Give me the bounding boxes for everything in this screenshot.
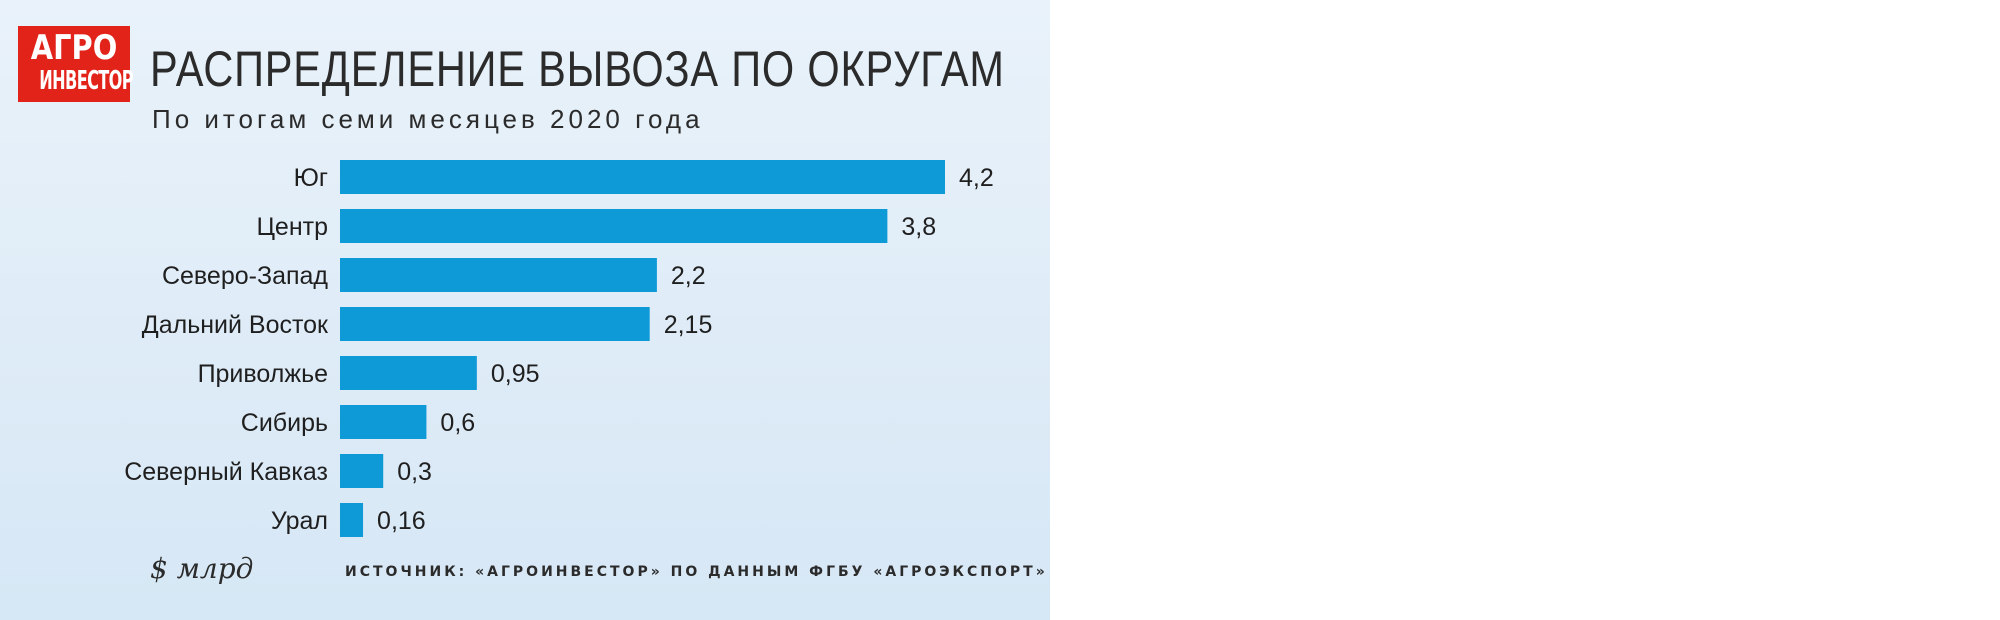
value-label: 0,95: [491, 360, 540, 388]
bar: [340, 356, 477, 390]
bar: [340, 405, 427, 439]
category-label: Дальний Восток: [142, 311, 329, 339]
bar: [340, 209, 888, 243]
value-label: 3,8: [901, 213, 936, 241]
category-label: Северо-Запад: [162, 262, 328, 290]
chart-title: РАСПРЕДЕЛЕНИЕ ВЫВОЗА ПО ОКРУГАМ: [150, 41, 1005, 97]
value-label: 2,15: [664, 311, 713, 339]
chart-panel: АГРО ИНВЕСТОР РАСПРЕДЕЛЕНИЕ ВЫВОЗА ПО ОК…: [0, 0, 1050, 620]
bar-chart: Юг 4,2 Центр 3,8 Северо-Запад 2,2 Дальний Вост…: [124, 160, 994, 537]
logo-line-1: АГРО: [30, 28, 118, 68]
category-label: Приволжье: [198, 360, 328, 388]
category-label: Урал: [271, 507, 328, 535]
bar: [340, 160, 945, 194]
bar: [340, 454, 384, 488]
value-label: 0,3: [397, 458, 432, 486]
value-label: 2,2: [671, 262, 706, 290]
logo-line-2: ИНВЕСТОР: [39, 66, 133, 96]
bar: [340, 258, 657, 292]
category-label: Северный Кавказ: [124, 458, 328, 486]
value-label: 0,6: [440, 409, 475, 437]
value-label: 0,16: [377, 507, 426, 535]
bar: [340, 307, 650, 341]
value-label: 4,2: [959, 164, 994, 192]
bar: [340, 503, 364, 537]
agroinvestor-logo: АГРО ИНВЕСТОР: [18, 26, 134, 102]
unit-label: $ млрд: [150, 552, 254, 585]
category-label: Сибирь: [241, 409, 328, 437]
category-label: Центр: [256, 213, 328, 241]
source-note: ИСТОЧНИК: «АГРОИНВЕСТОР» ПО ДАННЫМ ФГБУ …: [345, 564, 1048, 580]
category-label: Юг: [294, 164, 328, 192]
chart-subtitle: По итогам семи месяцев 2020 года: [152, 104, 704, 134]
